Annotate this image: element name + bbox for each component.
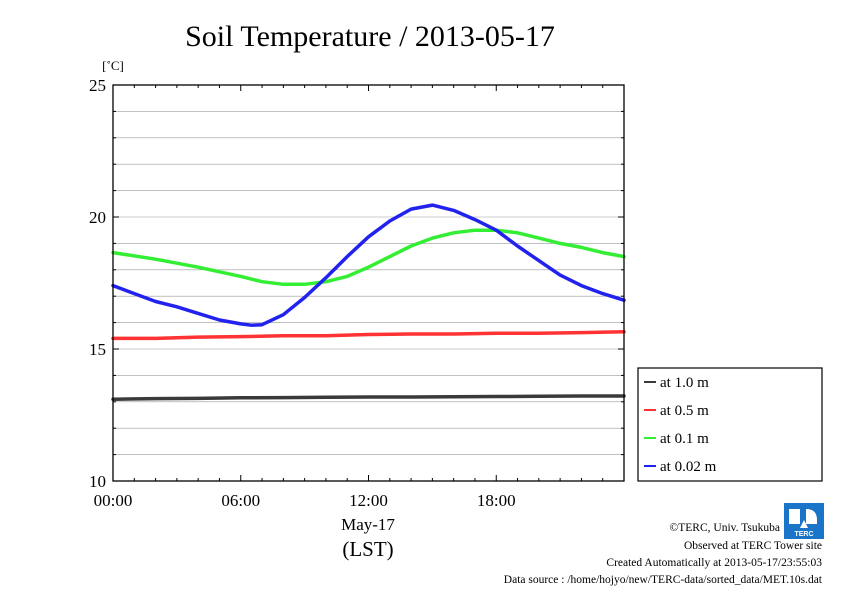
- chart-title: Soil Temperature / 2013-05-17: [185, 20, 555, 53]
- logo-text: TERC: [794, 531, 813, 538]
- x-axis-timezone-label: (LST): [342, 537, 393, 561]
- y-axis-unit-label: [˚C]: [102, 58, 124, 73]
- legend-label: at 0.5 m: [660, 403, 709, 419]
- legend-label: at 0.02 m: [660, 459, 717, 475]
- terc-logo: TERC: [784, 503, 824, 539]
- footer-created: Created Automatically at 2013-05-17/23:5…: [606, 557, 822, 569]
- grid-lines: [113, 111, 624, 455]
- x-axis-date-label: May-17: [341, 515, 395, 534]
- plot-frame: [112, 84, 625, 482]
- y-tick-label: 15: [89, 340, 106, 359]
- x-tick-label: 18:00: [477, 491, 516, 510]
- legend: at 1.0 m at 0.5 m at 0.1 m at 0.02 m: [637, 367, 823, 482]
- x-tick-label: 12:00: [349, 491, 388, 510]
- x-tick-label: 00:00: [94, 491, 133, 510]
- x-tick-label: 06:00: [221, 491, 260, 510]
- series-line-2: [111, 330, 626, 341]
- footer-source: Data source : /home/hojyo/new/TERC-data/…: [504, 574, 823, 586]
- footer-observed: Observed at TERC Tower site: [684, 540, 822, 552]
- y-tick-label: 10: [89, 472, 106, 491]
- y-tick-label: 20: [89, 208, 106, 227]
- series-lines: [111, 203, 626, 401]
- series-line-4: [111, 203, 626, 327]
- footer-copyright: ©TERC, Univ. Tsukuba: [670, 522, 780, 534]
- legend-label: at 0.1 m: [660, 431, 709, 447]
- legend-box: [637, 367, 823, 482]
- series-line-3: [111, 228, 626, 287]
- legend-label: at 1.0 m: [660, 375, 709, 391]
- axis-ticks: 10 15 20 25 00:00 06:00 12:00 18:00: [89, 76, 625, 510]
- y-tick-label: 25: [89, 76, 106, 95]
- series-line-1: [111, 394, 626, 401]
